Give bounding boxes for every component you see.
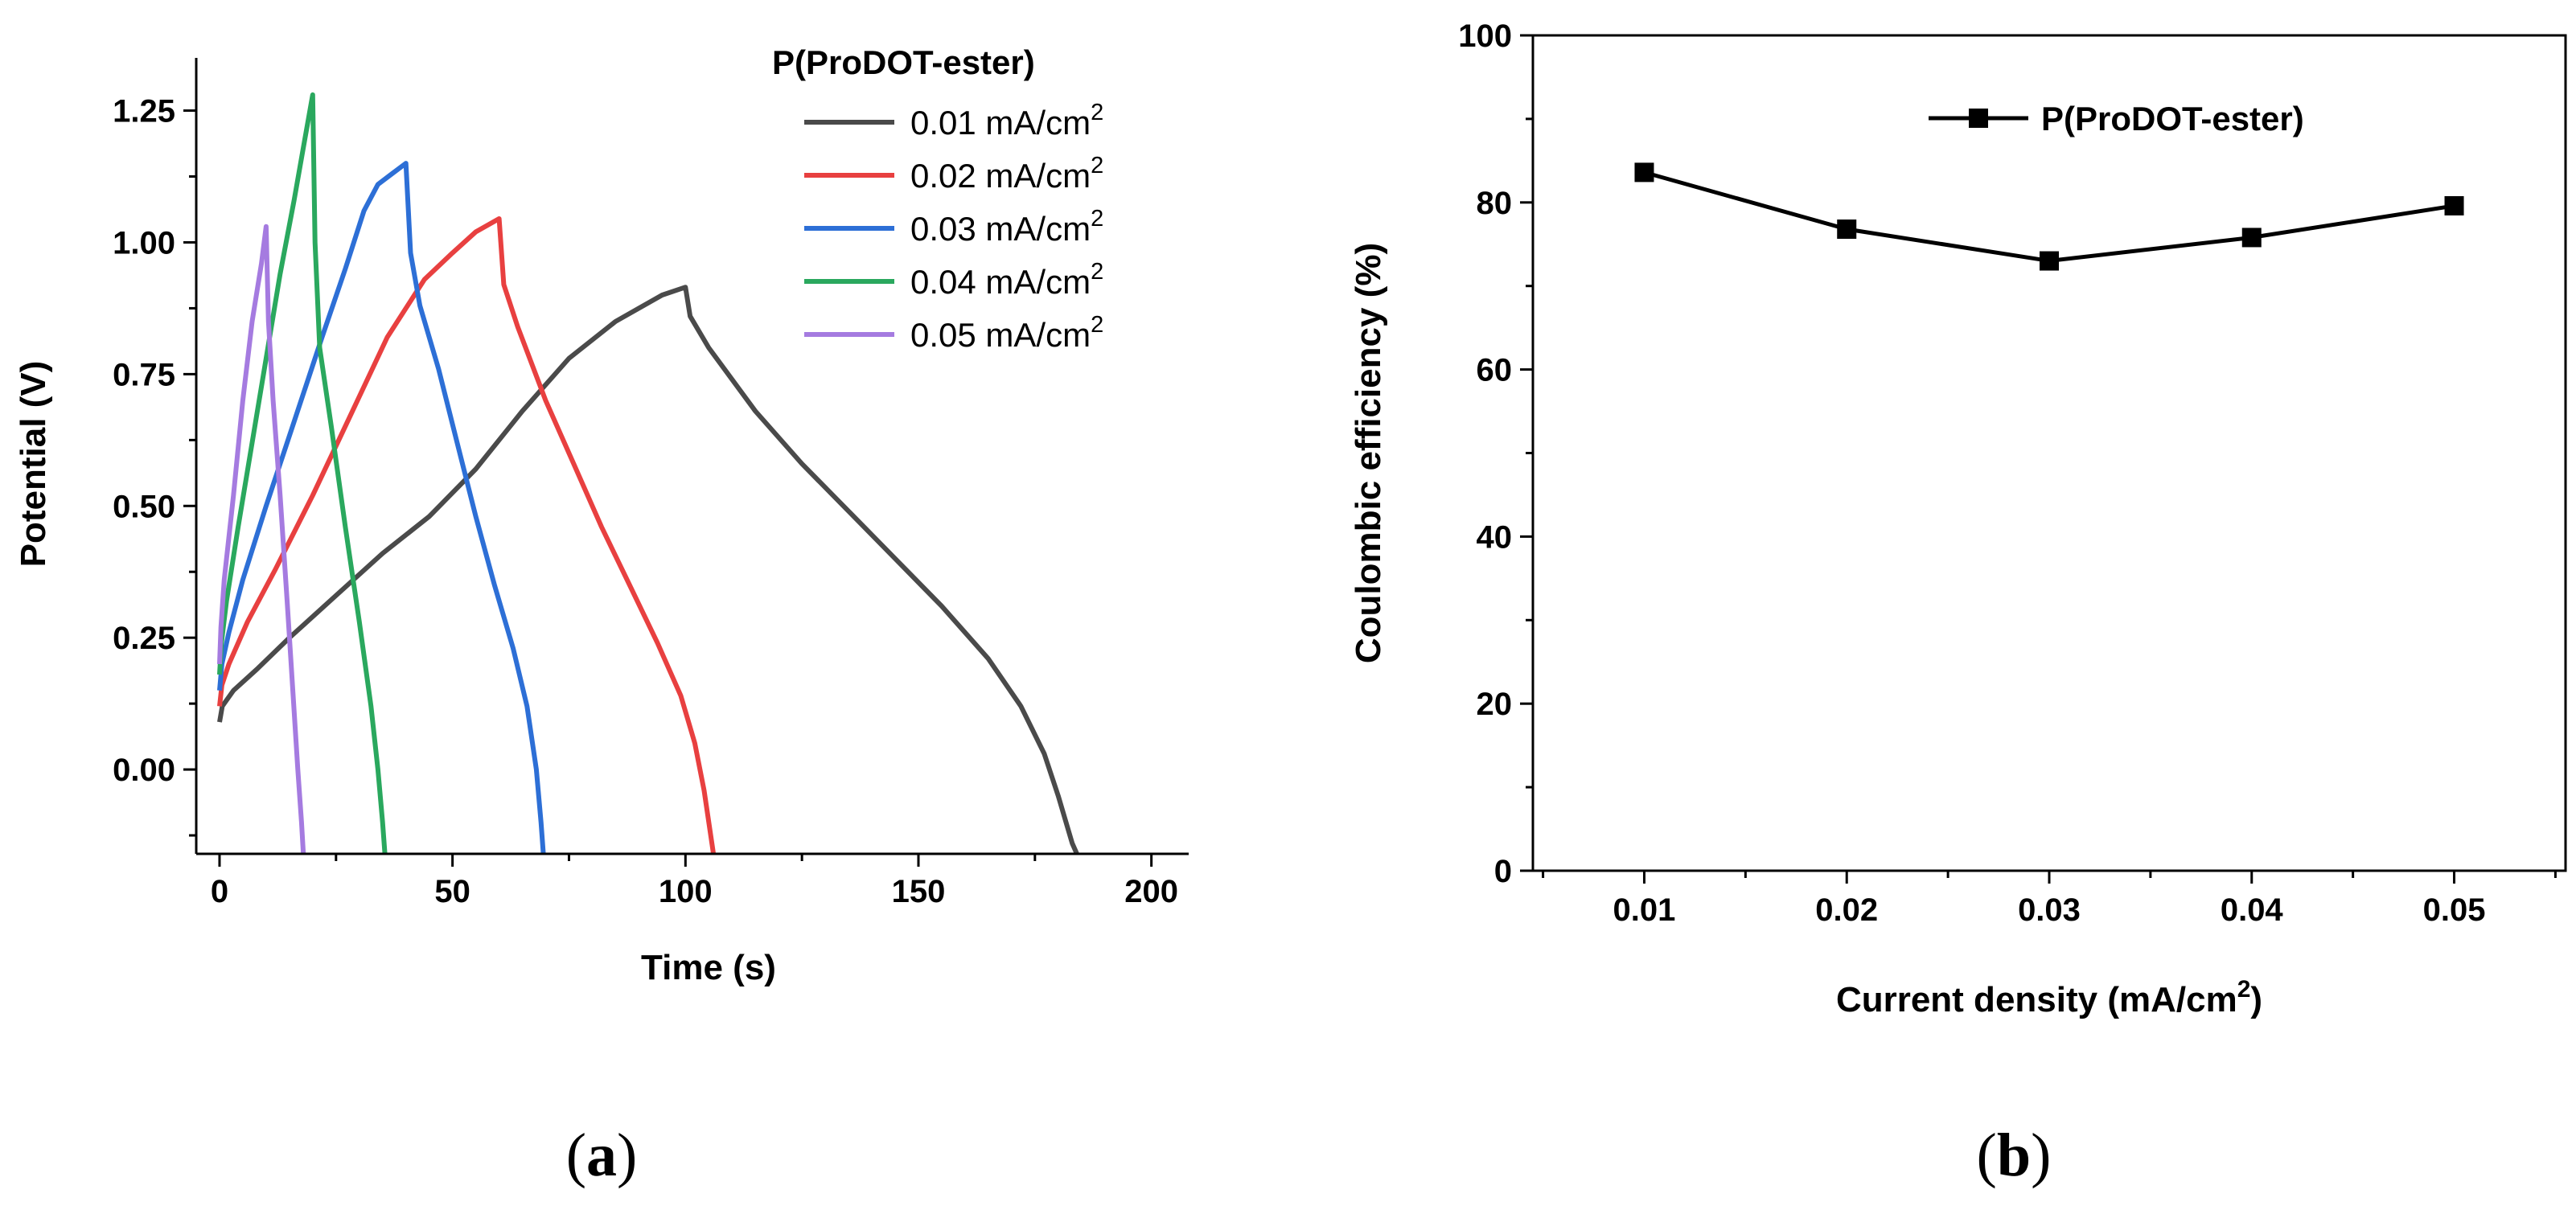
panel-a-legend-label-0.01: 0.01 mA/cm2 bbox=[910, 100, 1103, 142]
panel-a-series-layer bbox=[217, 92, 1079, 855]
panel-a-x-tick-label: 100 bbox=[659, 874, 713, 909]
panel-b-y-tick-label: 20 bbox=[1477, 687, 1513, 722]
panel-a-y-axis-label: Potential (V) bbox=[14, 361, 53, 568]
panel-b-legend: P(ProDOT-ester) bbox=[1929, 100, 2304, 137]
panel-a-x-tick-label: 150 bbox=[892, 874, 946, 909]
panel-a-legend-label-0.03: 0.03 mA/cm2 bbox=[910, 206, 1103, 248]
panel-a-y-tick-label: 0.00 bbox=[113, 753, 175, 788]
panel-a-letter: a bbox=[586, 1122, 617, 1189]
panel-b-data-point bbox=[1634, 162, 1654, 183]
panel-a-series-line-0.04 bbox=[217, 92, 388, 855]
panel-a-y-tick-label: 0.25 bbox=[113, 621, 175, 656]
panel-b-plot-frame bbox=[1531, 34, 2567, 872]
panel-a-legend-label-0.02: 0.02 mA/cm2 bbox=[910, 153, 1103, 195]
panel-b-legend-label: P(ProDOT-ester) bbox=[2041, 100, 2304, 137]
panel-b-x-tick-label: 0.02 bbox=[1815, 892, 1878, 928]
panel-b-data-point bbox=[2241, 228, 2262, 248]
panel-a-y-tick-label: 1.00 bbox=[113, 225, 175, 260]
panel-b-y-tick-label: 60 bbox=[1477, 353, 1513, 388]
panel-b-ticks: 0.01 0.02 0.03 0.04 0.05 0 20 40 60 80 100 bbox=[1458, 18, 2557, 928]
panel-a-legend-label-0.04: 0.04 mA/cm2 bbox=[910, 259, 1103, 301]
panel-a-ticks: 0 50 100 150 200 0.00 0.25 0.50 0.75 1.00 1.25 bbox=[113, 94, 1178, 909]
panel-a-x-tick-label: 0 bbox=[211, 874, 228, 909]
panel-a-series-line-0.05 bbox=[217, 224, 306, 855]
panel-b-x-tick-label: 0.05 bbox=[2423, 892, 2486, 928]
panel-b-x-axis-label: Current density (mA/cm2) bbox=[1836, 976, 2262, 1019]
panel-b-x-axis-label-main: Current density (mA/cm bbox=[1836, 980, 2237, 1019]
panel-a-series-line-0.01 bbox=[217, 285, 1079, 855]
panel-b-axes bbox=[1531, 34, 2567, 872]
panel-a-series-line-0.03 bbox=[217, 161, 546, 855]
panel-b-x-tick-label: 0.01 bbox=[1613, 892, 1676, 928]
panel-b-x-axis-label-close: ) bbox=[2250, 980, 2262, 1019]
panel-b-y-tick-label: 0 bbox=[1494, 854, 1512, 889]
panel-b-legend-marker bbox=[1969, 109, 1988, 128]
panel-b-x-tick-label: 0.03 bbox=[2018, 892, 2081, 928]
panel-b-x-axis-label-sup: 2 bbox=[2237, 976, 2251, 1003]
panel-a-y-tick-label: 0.50 bbox=[113, 489, 175, 524]
panel-b-y-tick-label: 80 bbox=[1477, 186, 1513, 221]
panel-a-label: (a) bbox=[566, 1122, 638, 1189]
panel-b-label: (b) bbox=[1977, 1122, 2052, 1189]
panel-a-y-tick-label: 0.75 bbox=[113, 357, 175, 392]
panel-a-x-axis-label: Time (s) bbox=[641, 948, 776, 987]
panel-b-series-layer bbox=[1634, 162, 2464, 271]
panel-b-chart: 0.01 0.02 0.03 0.04 0.05 0 20 40 60 80 100 Current… bbox=[1349, 18, 2567, 1189]
panel-a-series-line-0.02 bbox=[217, 216, 717, 855]
panel-a-legend-title: P(ProDOT-ester) bbox=[772, 43, 1035, 81]
panel-b-data-point bbox=[1837, 219, 1857, 240]
panel-a-y-tick-label: 1.25 bbox=[113, 94, 175, 129]
panel-b-x-tick-label: 0.04 bbox=[2221, 892, 2284, 928]
panel-a-axes bbox=[195, 58, 1189, 855]
panel-b-letter: b bbox=[1997, 1122, 2031, 1189]
panel-b-data-point bbox=[2444, 195, 2464, 215]
panel-b-data-point bbox=[2040, 251, 2059, 271]
panel-a-x-tick-label: 50 bbox=[434, 874, 470, 909]
panel-b-y-tick-label: 100 bbox=[1458, 18, 1512, 54]
panel-b-series-line bbox=[1643, 170, 2455, 264]
panel-a-legend-label-0.05: 0.05 mA/cm2 bbox=[910, 312, 1103, 354]
panel-b-y-tick-label: 40 bbox=[1477, 519, 1513, 555]
panel-a-chart: 0 50 100 150 200 0.00 0.25 0.50 0.75 1.00 1.25 Tim… bbox=[14, 43, 1189, 1189]
panel-b-y-axis-label: Coulombic efficiency (%) bbox=[1349, 243, 1388, 663]
panel-a-legend: P(ProDOT-ester) 0.01 mA/cm2 0.02 mA/cm2 0.… bbox=[772, 43, 1103, 354]
panel-a-x-tick-label: 200 bbox=[1124, 874, 1178, 909]
